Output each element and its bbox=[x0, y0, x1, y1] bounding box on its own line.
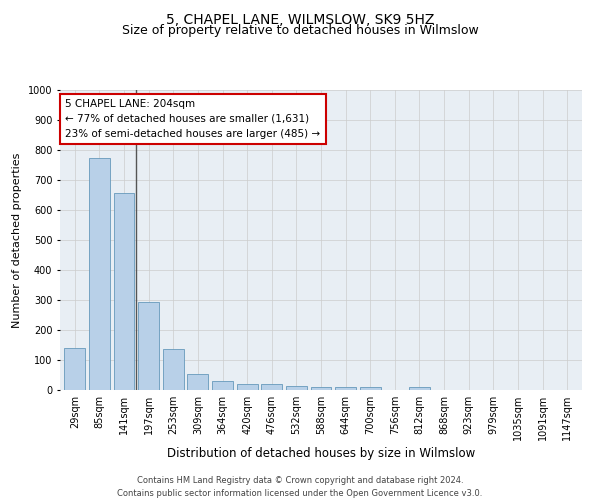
X-axis label: Distribution of detached houses by size in Wilmslow: Distribution of detached houses by size … bbox=[167, 447, 475, 460]
Bar bbox=[89, 158, 110, 390]
Bar bbox=[236, 384, 257, 390]
Bar bbox=[212, 381, 233, 390]
Text: 5 CHAPEL LANE: 204sqm
← 77% of detached houses are smaller (1,631)
23% of semi-d: 5 CHAPEL LANE: 204sqm ← 77% of detached … bbox=[65, 99, 320, 138]
Text: Size of property relative to detached houses in Wilmslow: Size of property relative to detached ho… bbox=[122, 24, 478, 37]
Bar bbox=[261, 384, 282, 390]
Bar bbox=[311, 387, 331, 390]
Bar bbox=[335, 387, 356, 390]
Y-axis label: Number of detached properties: Number of detached properties bbox=[13, 152, 22, 328]
Bar bbox=[286, 386, 307, 390]
Bar bbox=[163, 348, 184, 390]
Bar bbox=[138, 302, 159, 390]
Bar bbox=[113, 192, 134, 390]
Text: 5, CHAPEL LANE, WILMSLOW, SK9 5HZ: 5, CHAPEL LANE, WILMSLOW, SK9 5HZ bbox=[166, 12, 434, 26]
Bar bbox=[360, 387, 381, 390]
Bar bbox=[187, 374, 208, 390]
Text: Contains HM Land Registry data © Crown copyright and database right 2024.
Contai: Contains HM Land Registry data © Crown c… bbox=[118, 476, 482, 498]
Bar bbox=[64, 348, 85, 390]
Bar bbox=[409, 387, 430, 390]
